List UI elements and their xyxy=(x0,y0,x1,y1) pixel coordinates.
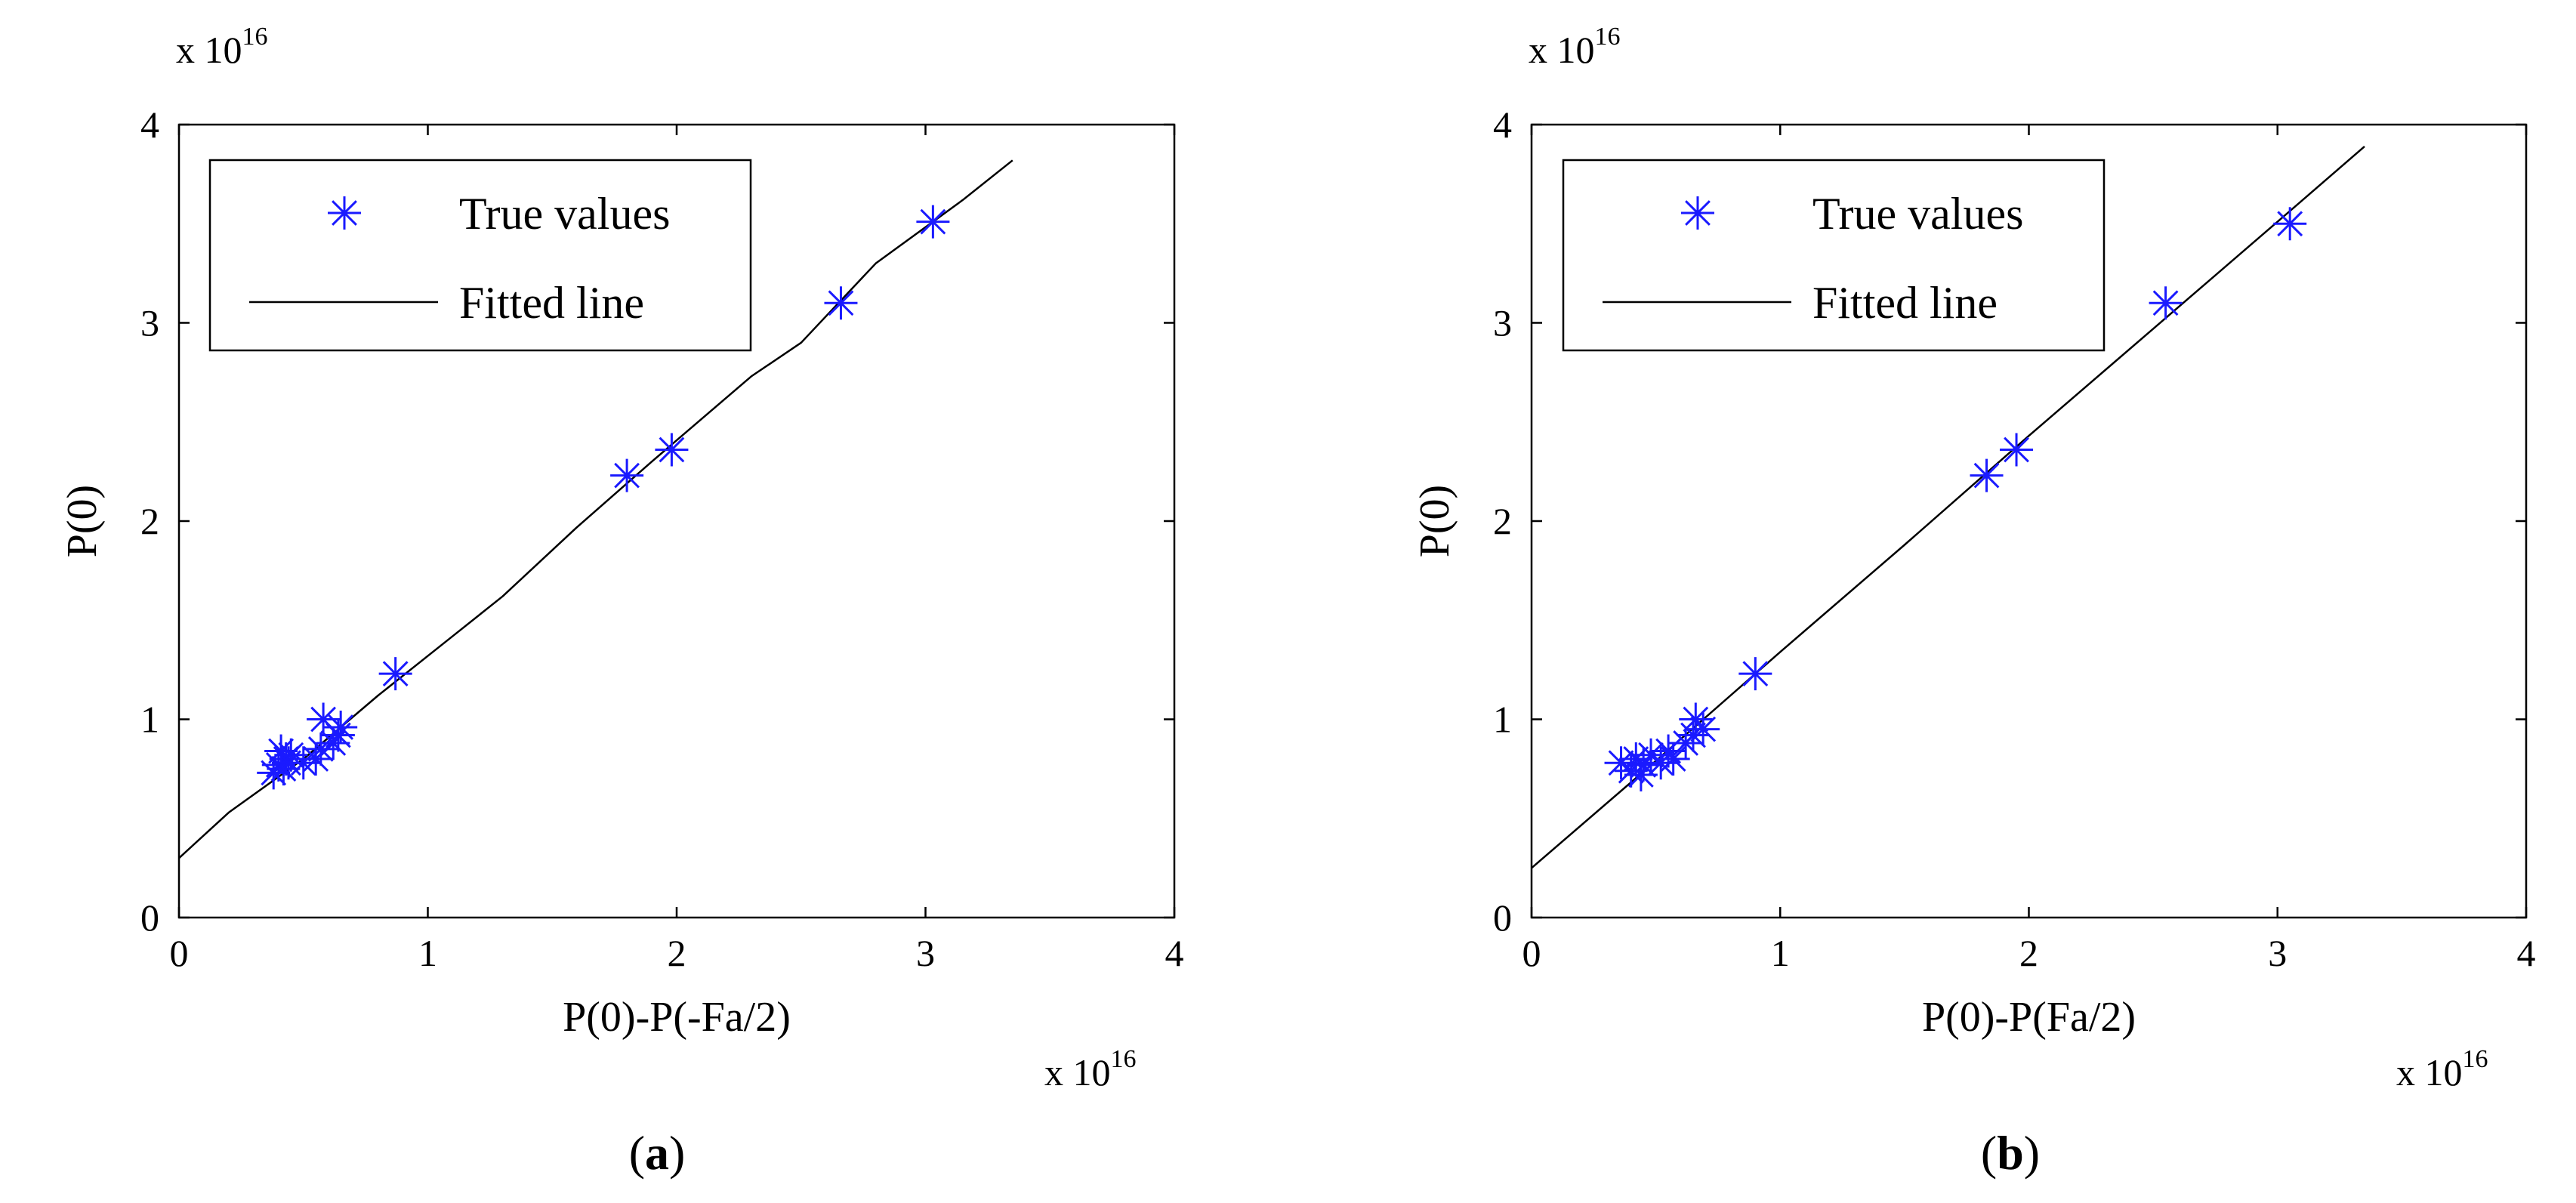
svg-text:x 1016: x 1016 xyxy=(1529,23,1621,71)
legend: True values Fitted line xyxy=(1562,159,2106,352)
x-tick-label: 4 xyxy=(2517,932,2536,974)
x-axis-title: P(0)-P(Fa/2) xyxy=(1922,994,2136,1041)
data-point xyxy=(1738,657,1772,691)
data-point xyxy=(2149,286,2183,320)
data-point xyxy=(1679,702,1713,736)
y-axis-multiplier: x 10 xyxy=(176,29,242,71)
y-axis-title: P(0) xyxy=(1411,485,1458,557)
y-tick-label: 3 xyxy=(1493,302,1512,344)
panel-label-letter: b xyxy=(1997,1126,2024,1180)
x-axis-multiplier-exponent: 16 xyxy=(1111,1045,1137,1073)
x-tick-label: 4 xyxy=(1165,932,1184,974)
y-axis-multiplier-exponent: 16 xyxy=(242,23,268,51)
data-point xyxy=(824,286,858,320)
y-tick-label: 2 xyxy=(1493,500,1512,542)
data-point xyxy=(916,205,950,239)
x-tick-label: 3 xyxy=(2268,932,2287,974)
x-tick-label: 2 xyxy=(2019,932,2038,974)
legend-label: Fitted line xyxy=(1812,278,1998,328)
y-tick-label: 1 xyxy=(1493,699,1512,741)
data-point xyxy=(1677,718,1711,752)
data-point xyxy=(1634,738,1668,772)
y-axis-multiplier: x 10 xyxy=(1529,29,1595,71)
legend-box xyxy=(208,159,752,352)
svg-text:x 1016: x 1016 xyxy=(176,23,268,71)
legend-marker-true-values xyxy=(328,196,361,230)
data-point xyxy=(1627,748,1661,782)
true-values-series xyxy=(1604,207,2307,791)
x-tick-label: 0 xyxy=(1522,932,1541,974)
y-tick-label: 4 xyxy=(1493,103,1512,146)
x-axis-multiplier-exponent: 16 xyxy=(2463,1045,2488,1073)
legend-label: True values xyxy=(459,189,670,239)
data-point xyxy=(1970,458,2004,492)
y-tick-label: 2 xyxy=(140,500,159,542)
data-point xyxy=(378,657,412,691)
true-values-series xyxy=(257,205,950,790)
y-tick-label: 0 xyxy=(140,896,159,939)
y-tick-label: 4 xyxy=(140,103,159,146)
data-point xyxy=(324,711,358,744)
legend-marker-true-values xyxy=(1681,196,1714,230)
legend-label: True values xyxy=(1812,189,2023,239)
x-tick-label: 2 xyxy=(668,932,686,974)
y-tick-label: 0 xyxy=(1493,896,1512,939)
y-tick-label: 3 xyxy=(140,302,159,344)
data-point xyxy=(304,732,338,766)
x-tick-label: 1 xyxy=(1771,932,1790,974)
legend-box xyxy=(1562,159,2106,352)
data-point xyxy=(610,458,644,492)
x-tick-label: 1 xyxy=(418,932,437,974)
panel-label-letter: a xyxy=(645,1126,669,1180)
x-axis-title: P(0)-P(-Fa/2) xyxy=(563,994,791,1041)
legend: True values Fitted line xyxy=(208,159,752,352)
y-axis-title: P(0) xyxy=(59,485,106,557)
x-axis-multiplier: x 10 xyxy=(1044,1051,1111,1093)
data-point xyxy=(1686,712,1720,746)
y-tick-label: 1 xyxy=(140,699,159,741)
panel-label: (a) xyxy=(629,1126,686,1180)
data-point xyxy=(655,433,689,467)
y-axis-multiplier-exponent: 16 xyxy=(1595,23,1621,51)
svg-text:x 1016: x 1016 xyxy=(2396,1045,2488,1093)
x-tick-label: 3 xyxy=(916,932,935,974)
data-point xyxy=(2273,207,2307,241)
legend-label: Fitted line xyxy=(459,278,644,328)
svg-text:x 1016: x 1016 xyxy=(1044,1045,1137,1093)
panel-label: (b) xyxy=(1981,1126,2040,1180)
x-tick-label: 0 xyxy=(170,932,189,974)
x-axis-multiplier: x 10 xyxy=(2396,1051,2463,1093)
data-point xyxy=(2000,433,2034,467)
data-point xyxy=(1656,742,1690,776)
